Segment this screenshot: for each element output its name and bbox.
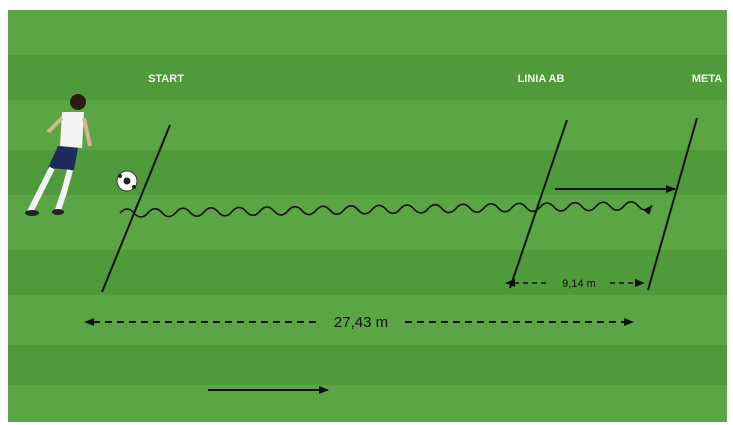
short-distance: 9,14 m <box>562 278 596 290</box>
field <box>8 10 727 422</box>
long-distance: 27,43 m <box>334 314 388 331</box>
line-ab-label: LINIA AB <box>518 73 565 85</box>
ball <box>117 171 137 191</box>
finish-label: META <box>692 73 722 85</box>
start-label: START <box>148 73 184 85</box>
diagram: START LINIA AB META 9,14 m 27,43 m <box>0 0 733 425</box>
page: START LINIA AB META 9,14 m 27,43 m (() =… <box>0 0 733 425</box>
